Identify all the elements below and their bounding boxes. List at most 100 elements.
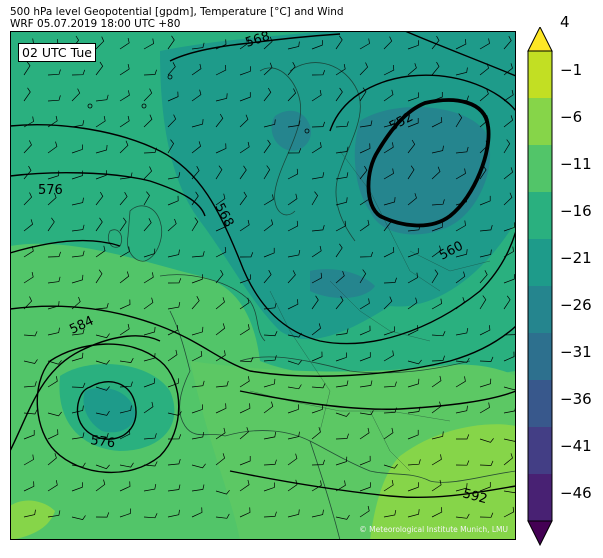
wind-barb	[47, 141, 58, 154]
wind-barb	[407, 459, 421, 466]
wind-barb	[335, 480, 346, 492]
temperature-colorbar	[526, 27, 556, 549]
wind-barb	[47, 69, 61, 76]
wind-barb	[239, 141, 250, 154]
wind-barb	[119, 246, 130, 258]
temperature-field-minus26	[354, 107, 491, 235]
wind-barb	[191, 274, 203, 284]
colorbar-graphic	[527, 27, 553, 547]
wind-barb	[143, 218, 152, 232]
wind-barb	[503, 36, 512, 50]
temperature-field-minus26-b	[271, 110, 311, 151]
wind-barb	[287, 120, 301, 128]
wind-barb	[191, 296, 200, 310]
wind-barb	[431, 166, 441, 180]
wind-barb	[407, 509, 420, 518]
wind-barb	[239, 324, 250, 336]
wind-barb	[239, 191, 247, 206]
wind-barb	[383, 119, 396, 128]
wind-barb	[335, 172, 349, 180]
wind-barb	[479, 38, 490, 50]
wind-barb	[431, 92, 443, 102]
colorbar-label-minus6: −6	[560, 108, 583, 126]
wind-barb	[479, 438, 494, 443]
wind-barb	[359, 505, 370, 518]
wind-barb	[95, 116, 106, 128]
wind-barb	[431, 222, 443, 232]
wind-barb	[431, 375, 442, 388]
wind-barb	[143, 147, 157, 154]
wind-barb	[143, 248, 156, 258]
wind-barb	[407, 482, 419, 492]
wind-barb	[23, 509, 36, 518]
wind-barb	[503, 192, 513, 206]
wind-barb	[383, 464, 398, 469]
wind-barb	[71, 224, 85, 232]
wind-barb	[311, 459, 325, 466]
colorbar-label-4: 4	[560, 13, 570, 31]
wind-barb	[407, 63, 417, 76]
wind-barb	[143, 353, 156, 362]
wind-barb	[215, 113, 224, 128]
colorbar-extend-min	[527, 520, 553, 547]
temperature-field-minus26-c	[310, 269, 375, 298]
wind-barb	[119, 140, 129, 154]
wind-barb	[71, 197, 84, 206]
wind-barb	[455, 67, 468, 76]
wind-barb	[335, 296, 344, 310]
wind-barb	[119, 217, 127, 232]
wind-barb	[287, 332, 302, 338]
wind-barb	[215, 93, 228, 102]
wind-barb	[191, 217, 199, 232]
map-panel[interactable]: 568 552 576 568 560 584 576 592 02 UTC T…	[10, 31, 516, 540]
wind-barb	[359, 410, 374, 416]
wind-barb	[503, 506, 515, 518]
wind-barb	[335, 35, 343, 50]
wind-barb	[287, 270, 296, 284]
wind-barb	[167, 459, 181, 466]
wind-barb	[23, 454, 34, 466]
wind-barb	[335, 352, 347, 362]
wind-barb	[47, 95, 61, 102]
wind-barb	[407, 406, 421, 414]
wind-barb	[95, 217, 103, 232]
wind-barb	[311, 351, 323, 362]
wind-barb	[263, 36, 273, 50]
wind-barb	[359, 219, 370, 232]
wind-barb	[407, 325, 419, 336]
wind-barb	[479, 482, 491, 492]
wind-barb	[335, 270, 345, 284]
wind-barb	[407, 118, 419, 128]
wind-barb	[263, 247, 275, 258]
wind-barb	[479, 325, 491, 336]
wind-barb	[71, 144, 83, 154]
wind-barb	[431, 35, 440, 50]
wind-barb	[143, 401, 154, 414]
wind-barb	[263, 482, 275, 492]
wind-barb	[239, 403, 251, 414]
wind-barb	[191, 432, 205, 440]
wind-barb	[119, 38, 130, 50]
wind-barb	[23, 359, 38, 364]
wind-barb	[119, 115, 130, 128]
wind-barb	[143, 326, 156, 336]
colorbar-outline	[527, 50, 553, 522]
wind-barb	[335, 433, 349, 440]
wind-barb	[143, 513, 158, 519]
wind-barb	[263, 511, 277, 518]
wind-barb	[167, 35, 175, 50]
weather-map[interactable]: 568 552 576 568 560 584 576 592	[10, 31, 516, 540]
wind-barb	[191, 463, 206, 469]
cutoff-low-core	[83, 387, 136, 433]
wind-barb	[263, 401, 274, 414]
wind-barb	[479, 402, 490, 414]
wind-barb	[407, 248, 419, 258]
wind-barb	[263, 165, 271, 180]
colorbar-band	[528, 192, 552, 239]
wind-barb	[359, 269, 367, 284]
wind-barb	[311, 323, 322, 336]
wind-barb	[359, 482, 371, 492]
wind-barb	[239, 297, 250, 310]
colorbar-label-minus26: −26	[560, 296, 592, 314]
wind-barb	[383, 407, 397, 414]
